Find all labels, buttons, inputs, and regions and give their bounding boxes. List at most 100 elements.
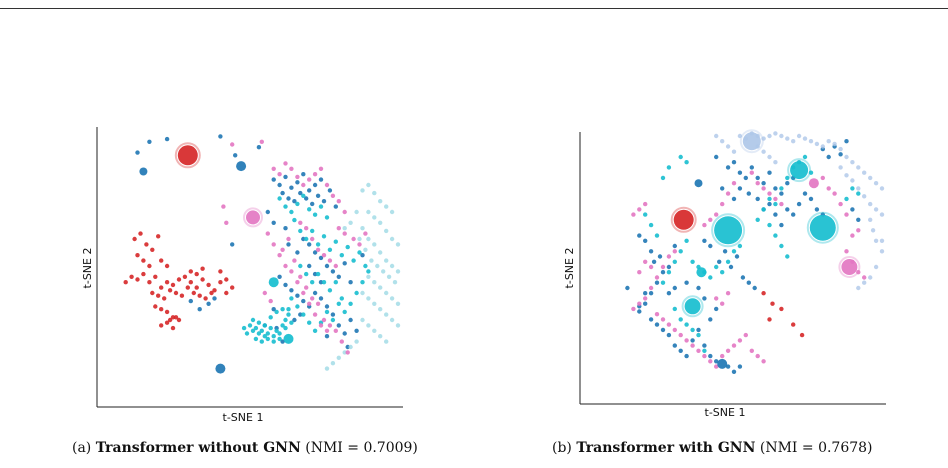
point-red-1: [770, 301, 775, 306]
point-red-2: [135, 277, 140, 282]
point-dark_blue-59: [666, 291, 672, 296]
point-pink-34: [720, 353, 725, 359]
point-cyan-66: [324, 309, 330, 315]
cluster-halo-red-0: [670, 206, 697, 233]
point-light_blue-39: [714, 133, 719, 139]
point-light_blue-25: [838, 165, 843, 170]
point-cyan-12: [283, 317, 288, 323]
point-light_cyan-41: [389, 296, 395, 301]
point-cyan-43: [315, 242, 321, 247]
point-light_cyan-36: [324, 366, 330, 371]
point-red-15: [212, 288, 217, 293]
point-dark_blue-18: [298, 190, 303, 196]
point-pink-46: [850, 233, 855, 238]
point-cyan-40: [856, 191, 861, 196]
point-dark_blue-46: [696, 327, 701, 333]
point-light_cyan-29: [378, 334, 383, 339]
point-red-17: [224, 290, 229, 296]
point-pink-3: [767, 191, 772, 196]
point-red-0: [123, 280, 128, 285]
point-cyan-9: [684, 238, 689, 243]
point-cyan-11: [280, 323, 285, 328]
point-pink-2: [761, 186, 766, 191]
point-red-36: [138, 231, 143, 236]
point-dark_blue-43: [678, 348, 683, 353]
cluster-dark_blue-6: [139, 167, 148, 176]
point-dark_blue-14: [731, 196, 737, 202]
point-pink-40: [301, 290, 306, 296]
point-pink-6: [295, 174, 300, 180]
point-light_blue-24: [879, 186, 885, 191]
point-light_blue-21: [862, 170, 867, 175]
point-pink-52: [820, 175, 825, 181]
point-light_blue-45: [767, 154, 772, 160]
point-dark_blue-51: [295, 250, 300, 255]
point-cyan-24: [767, 222, 772, 228]
point-pink-15: [298, 220, 303, 225]
point-red-29: [209, 290, 214, 296]
point-red-25: [185, 285, 190, 290]
point-light_cyan-4: [384, 204, 389, 209]
point-pink-29: [690, 343, 695, 348]
point-light_cyan-17: [389, 263, 395, 269]
point-cyan-42: [648, 222, 654, 228]
point-dark_blue-75: [826, 154, 831, 160]
point-pink-3: [277, 172, 282, 177]
point-pink-4: [773, 196, 778, 202]
point-light_cyan-23: [384, 312, 389, 317]
point-cyan-38: [324, 215, 330, 220]
point-dark_blue-65: [702, 238, 707, 243]
point-light_blue-13: [814, 141, 820, 147]
point-cyan-36: [666, 165, 672, 170]
point-light_blue-33: [879, 238, 885, 243]
point-dark_blue-25: [265, 209, 270, 215]
point-pink-48: [844, 212, 849, 217]
point-pink-7: [301, 182, 306, 188]
point-dark_blue-32: [666, 264, 672, 270]
point-pink-39: [749, 348, 754, 353]
point-red-2: [779, 306, 784, 312]
point-red-12: [194, 285, 199, 290]
point-pink-37: [737, 338, 743, 343]
point-red-47: [200, 266, 205, 271]
point-light_cyan-27: [366, 323, 371, 328]
cluster-cyan-3: [283, 333, 294, 344]
point-light_cyan-18: [395, 269, 401, 274]
point-dark_blue-11: [301, 172, 306, 177]
cluster-halo-cyan-3: [787, 158, 812, 183]
point-dark_blue-19: [767, 201, 772, 207]
point-pink-47: [363, 231, 368, 236]
caption-a-metric: (NMI = 0.7009): [305, 440, 418, 456]
point-pink-47: [856, 228, 861, 233]
point-dark_blue-66: [188, 298, 193, 304]
point-cyan-30: [277, 196, 282, 201]
point-cyan-61: [295, 304, 300, 309]
point-dark_blue-15: [280, 190, 285, 196]
point-red-37: [144, 242, 149, 247]
point-cyan-46: [333, 239, 338, 244]
point-dark_blue-26: [271, 220, 276, 225]
point-red-22: [167, 288, 173, 293]
point-dark_blue-61: [354, 328, 359, 333]
point-dark_blue-57: [684, 280, 689, 285]
point-pink-25: [666, 322, 672, 327]
point-pink-23: [654, 312, 660, 317]
point-pink-58: [725, 291, 731, 296]
point-red-38: [150, 247, 155, 252]
point-pink-11: [702, 222, 707, 228]
cluster-pink-1: [246, 210, 260, 225]
point-light_cyan-39: [378, 285, 383, 290]
point-dark_blue-71: [740, 275, 746, 280]
point-red-5: [799, 332, 805, 338]
point-pink-6: [731, 181, 737, 186]
point-red-6: [159, 285, 164, 290]
point-dark_blue-0: [714, 154, 719, 160]
point-red-3: [141, 271, 146, 277]
point-light_cyan-11: [395, 242, 401, 247]
point-red-39: [156, 234, 161, 239]
point-light_cyan-32: [348, 344, 353, 350]
point-light_blue-30: [868, 201, 873, 207]
point-pink-30: [696, 348, 701, 353]
point-red-41: [147, 263, 152, 269]
point-pink-38: [743, 332, 748, 338]
